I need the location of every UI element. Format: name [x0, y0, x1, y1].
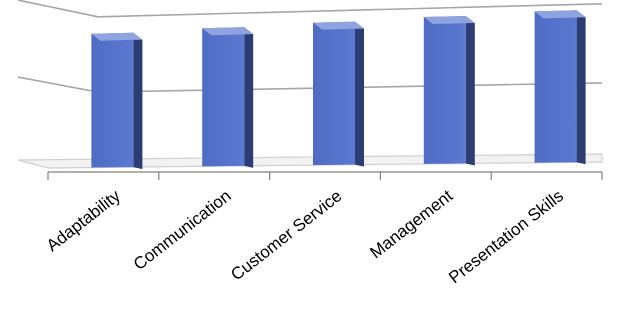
bar-top — [91, 32, 143, 41]
bar-top — [313, 21, 364, 30]
gridline — [17, 76, 99, 93]
bar-side — [576, 10, 586, 165]
bars — [91, 10, 586, 170]
category-labels: Adaptability Communication Customer Serv… — [43, 186, 567, 287]
bar-side — [244, 27, 254, 168]
bar-top — [423, 15, 475, 25]
category-label: Communication — [130, 186, 235, 274]
bar-side — [465, 15, 475, 166]
gridline — [97, 2, 603, 18]
bar-top — [534, 10, 586, 19]
category-label: Customer Service — [227, 186, 345, 284]
bar — [91, 32, 134, 168]
bar-top — [202, 27, 254, 36]
bar-side — [133, 32, 143, 170]
gridline — [17, 0, 99, 18]
bar — [313, 21, 355, 166]
category-label: Presentation Skills — [445, 186, 567, 287]
bar — [202, 27, 245, 167]
bar — [423, 15, 466, 164]
bar-side — [355, 21, 364, 167]
category-label: Adaptability — [43, 186, 124, 255]
category-label: Management — [366, 186, 456, 262]
x-axis — [47, 172, 603, 180]
bar — [534, 10, 577, 163]
